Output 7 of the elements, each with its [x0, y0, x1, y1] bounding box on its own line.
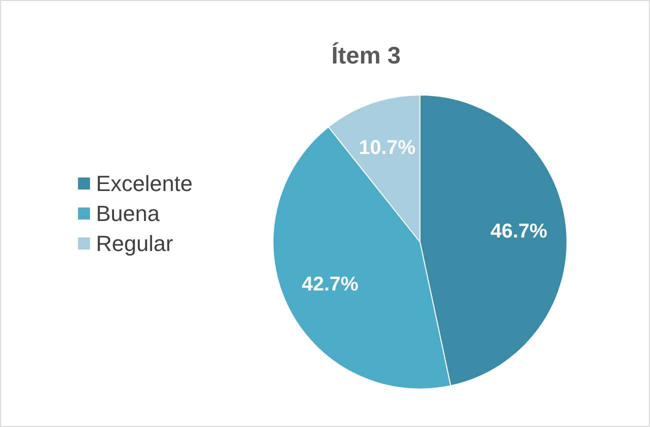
- data-label: 10.7%: [358, 137, 416, 160]
- legend-label: Excelente: [96, 171, 193, 196]
- legend-label: Regular: [96, 231, 174, 256]
- data-label: 42.7%: [302, 273, 359, 296]
- legend-label: Buena: [96, 201, 160, 226]
- data-label: 46.7%: [490, 220, 548, 243]
- chart-title: Ítem 3: [331, 42, 401, 70]
